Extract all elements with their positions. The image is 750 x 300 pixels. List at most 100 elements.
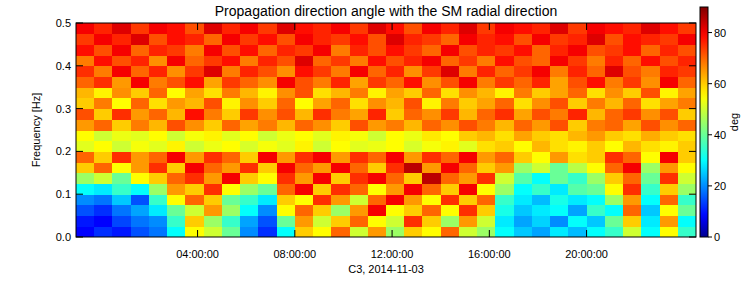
colorbar-tick-label: 0 (714, 231, 720, 243)
heatmap-cell (404, 23, 423, 34)
chart-svg: 04:00:0008:00:0012:00:0016:00:0020:00:00… (0, 0, 750, 300)
heatmap-cell (514, 44, 533, 55)
heatmap-cell (532, 23, 551, 34)
heatmap-cell (678, 87, 696, 98)
heatmap-cell (350, 34, 369, 45)
heatmap-cell (313, 173, 332, 184)
heatmap-cell (605, 130, 624, 141)
heatmap-cell (404, 151, 423, 162)
heatmap-cell (94, 34, 113, 45)
heatmap-cell (331, 205, 350, 216)
heatmap-cell (495, 173, 514, 184)
heatmap-cell (404, 109, 423, 120)
heatmap-cell (678, 226, 696, 237)
heatmap-cell (605, 162, 624, 173)
heatmap-cell (678, 109, 696, 120)
heatmap-cell (623, 44, 642, 55)
heatmap-cell (568, 226, 587, 237)
heatmap-cell (204, 119, 223, 130)
heatmap-cell (258, 194, 277, 205)
heatmap-cell (131, 87, 150, 98)
heatmap-cell (131, 23, 150, 34)
heatmap-cell (112, 34, 131, 45)
heatmap-cell (240, 216, 259, 227)
heatmap-cell (94, 130, 113, 141)
heatmap-cell (660, 34, 679, 45)
heatmap-cell (295, 130, 314, 141)
heatmap-cell (277, 226, 296, 237)
heatmap-cell (568, 34, 587, 45)
heatmap-cell (678, 194, 696, 205)
heatmap-cell (459, 55, 478, 66)
heatmap-cell (422, 194, 441, 205)
heatmap-cell (258, 109, 277, 120)
heatmap-cell (404, 226, 423, 237)
heatmap-cell (532, 130, 551, 141)
heatmap-cell (277, 184, 296, 195)
heatmap-cell (386, 162, 405, 173)
heatmap-cell (587, 44, 606, 55)
heatmap-cell (149, 44, 168, 55)
heatmap-cell (441, 119, 460, 130)
heatmap-cell (204, 194, 223, 205)
heatmap-cell (660, 173, 679, 184)
heatmap-cell (495, 194, 514, 205)
heatmap-cell (94, 141, 113, 152)
heatmap-cell (386, 151, 405, 162)
heatmap-cell (368, 77, 387, 88)
heatmap-cell (550, 151, 569, 162)
heatmap-cell (331, 184, 350, 195)
heatmap-cell (623, 34, 642, 45)
heatmap-cell (313, 184, 332, 195)
heatmap-cell (477, 87, 496, 98)
heatmap-cell (131, 162, 150, 173)
heatmap-cell (587, 184, 606, 195)
heatmap-cell (532, 141, 551, 152)
heatmap-cell (149, 141, 168, 152)
heatmap-cell (477, 184, 496, 195)
heatmap-cell (167, 216, 186, 227)
heatmap-cell (258, 205, 277, 216)
heatmap-cell (368, 130, 387, 141)
heatmap-cell (441, 66, 460, 77)
heatmap-cell (295, 109, 314, 120)
x-tick (392, 230, 393, 237)
heatmap-cell (277, 151, 296, 162)
heatmap-cell (295, 77, 314, 88)
heatmap-cell (605, 44, 624, 55)
y-tick (76, 151, 83, 152)
heatmap-cell (514, 55, 533, 66)
heatmap-cell (94, 184, 113, 195)
heatmap-cell (495, 205, 514, 216)
heatmap-cell (459, 44, 478, 55)
heatmap-cell (313, 44, 332, 55)
heatmap-cell (295, 66, 314, 77)
heatmap-cell (550, 184, 569, 195)
heatmap-cell (678, 173, 696, 184)
heatmap-cell (422, 226, 441, 237)
x-tick (294, 230, 295, 237)
heatmap-cell (222, 87, 241, 98)
heatmap-cell (149, 23, 168, 34)
heatmap-cell (422, 87, 441, 98)
heatmap-cell (660, 226, 679, 237)
heatmap-cell (623, 77, 642, 88)
heatmap-cell (350, 226, 369, 237)
heatmap-cell (441, 130, 460, 141)
heatmap-cell (404, 141, 423, 152)
heatmap-cell (94, 173, 113, 184)
heatmap-cell (660, 194, 679, 205)
heatmap-cell (277, 205, 296, 216)
heatmap-cell (623, 119, 642, 130)
heatmap-cell (240, 130, 259, 141)
heatmap-cell (477, 162, 496, 173)
heatmap-cell (331, 151, 350, 162)
heatmap-cell (441, 194, 460, 205)
heatmap-cell (477, 77, 496, 88)
heatmap-cell (350, 173, 369, 184)
heatmap-cell (204, 226, 223, 237)
heatmap-cell (112, 66, 131, 77)
heatmap-cell (313, 205, 332, 216)
x-tick-label: 16:00:00 (468, 248, 511, 260)
heatmap-cell (641, 205, 660, 216)
